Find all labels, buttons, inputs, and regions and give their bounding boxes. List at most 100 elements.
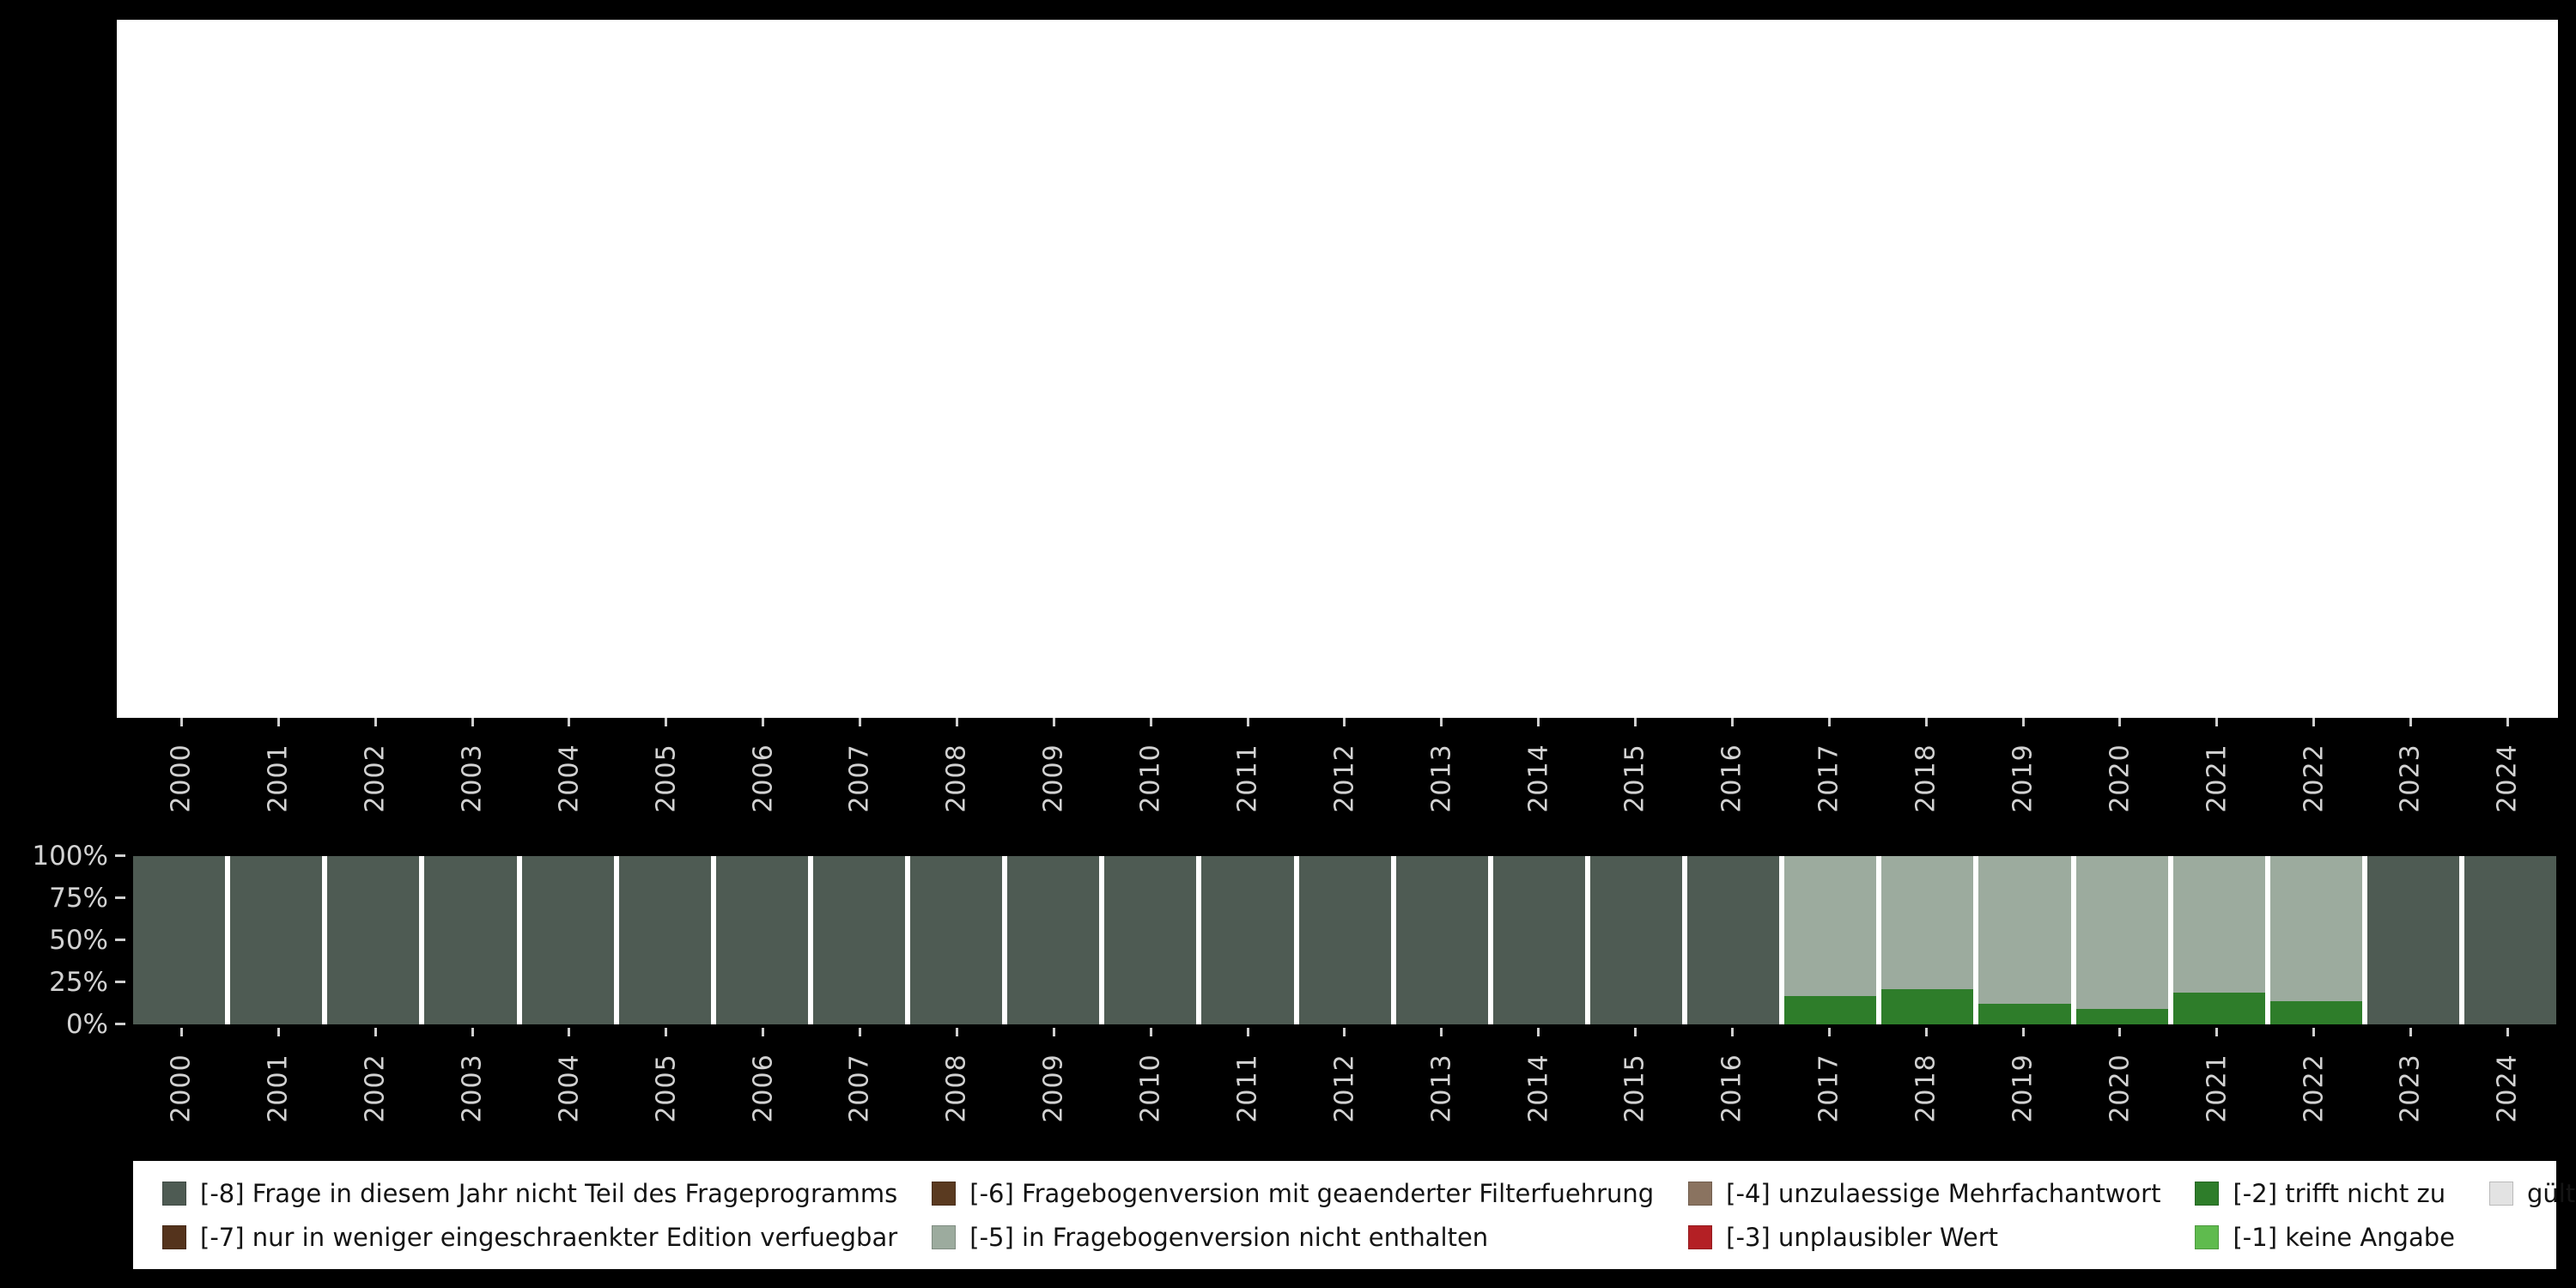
x-axis-cell-2011: 2011 bbox=[1200, 718, 1297, 834]
year-label-text: 2018 bbox=[1911, 1053, 1941, 1123]
x-tick bbox=[1052, 718, 1055, 726]
x-tick bbox=[2312, 718, 2316, 726]
bar-segment--5-2017 bbox=[1784, 856, 1877, 996]
legend-item--4: [-4] unzulaessige Mehrfachantwort bbox=[1688, 1179, 2160, 1208]
x-tick bbox=[568, 1028, 571, 1036]
x-tick bbox=[471, 1028, 474, 1036]
x-axis-cell-2002: 2002 bbox=[327, 1028, 424, 1148]
year-label-text: 2009 bbox=[1038, 1053, 1069, 1123]
x-axis-cell-2018: 2018 bbox=[1878, 1028, 1975, 1148]
year-label: 2009 bbox=[1019, 732, 1088, 824]
year-label-text: 2015 bbox=[1620, 1053, 1651, 1123]
x-axis-cell-2008: 2008 bbox=[908, 1028, 1005, 1148]
x-tick bbox=[276, 718, 280, 726]
legend-swatch--4 bbox=[1688, 1181, 1713, 1206]
year-label: 2010 bbox=[1116, 732, 1185, 824]
year-label-text: 2004 bbox=[554, 1053, 585, 1123]
year-label: 2017 bbox=[1795, 1042, 1863, 1134]
year-label: 2014 bbox=[1504, 1042, 1573, 1134]
year-label-text: 2010 bbox=[1135, 743, 1166, 813]
bar-2011 bbox=[1201, 856, 1294, 1024]
x-tick bbox=[762, 1028, 765, 1036]
x-axis-cell-2001: 2001 bbox=[230, 1028, 327, 1148]
y-tick bbox=[115, 939, 125, 941]
bar-segment--8-2014 bbox=[1492, 856, 1585, 1024]
bar-2004 bbox=[521, 856, 614, 1024]
x-axis-cell-2021: 2021 bbox=[2168, 718, 2265, 834]
y-axis-label: 25% bbox=[49, 967, 108, 998]
legend-swatch--3 bbox=[1688, 1224, 1713, 1249]
year-label-text: 2013 bbox=[1426, 743, 1457, 813]
x-axis-cell-2009: 2009 bbox=[1005, 718, 1103, 834]
legend-swatch--7 bbox=[162, 1224, 186, 1249]
legend-label--1: [-1] keine Angabe bbox=[2233, 1222, 2455, 1252]
year-label: 2021 bbox=[2183, 732, 2251, 824]
year-label: 2008 bbox=[922, 1042, 991, 1134]
year-label-text: 2006 bbox=[748, 743, 779, 813]
year-label-text: 2003 bbox=[457, 1053, 488, 1123]
legend-item--3: [-3] unplausibler Wert bbox=[1688, 1223, 2160, 1252]
year-label: 2007 bbox=[825, 732, 894, 824]
x-axis-cell-2024: 2024 bbox=[2459, 718, 2556, 834]
x-tick bbox=[1827, 718, 1831, 726]
year-label: 2023 bbox=[2376, 1042, 2445, 1134]
bar-2005 bbox=[618, 856, 711, 1024]
bar-segment--8-2003 bbox=[424, 856, 517, 1024]
x-axis-cell-2005: 2005 bbox=[617, 1028, 714, 1148]
year-label: 2015 bbox=[1601, 732, 1669, 824]
year-label: 2018 bbox=[1892, 1042, 1960, 1134]
legend-swatch--2 bbox=[2195, 1181, 2220, 1206]
bar-segment--2-2021 bbox=[2172, 992, 2265, 1024]
year-label-text: 2012 bbox=[1329, 1053, 1360, 1123]
x-tick bbox=[2118, 718, 2122, 726]
year-label-text: 2021 bbox=[2202, 1053, 2233, 1123]
bar-2017 bbox=[1784, 856, 1877, 1024]
bar-segment--8-2015 bbox=[1589, 856, 1682, 1024]
y-tick bbox=[115, 854, 125, 857]
x-axis-cell-2010: 2010 bbox=[1103, 1028, 1200, 1148]
year-label-text: 2016 bbox=[1716, 743, 1747, 813]
x-axis-cell-2024: 2024 bbox=[2459, 1028, 2556, 1148]
x-axis-cell-2017: 2017 bbox=[1781, 718, 1878, 834]
year-label-text: 2000 bbox=[166, 1053, 197, 1123]
year-label-text: 2018 bbox=[1911, 743, 1941, 813]
x-tick bbox=[2409, 1028, 2413, 1036]
x-tick bbox=[1730, 718, 1734, 726]
x-tick bbox=[2021, 718, 2025, 726]
year-label-text: 2022 bbox=[2299, 1053, 2330, 1123]
x-tick bbox=[1440, 1028, 1443, 1036]
year-label-text: 2017 bbox=[1814, 743, 1844, 813]
x-axis-cell-2000: 2000 bbox=[133, 1028, 230, 1148]
x-tick bbox=[179, 1028, 183, 1036]
bar-2020 bbox=[2075, 856, 2168, 1024]
bar-segment--5-2018 bbox=[1881, 856, 1974, 989]
x-axis-cell-2019: 2019 bbox=[1975, 1028, 2072, 1148]
bar-2000 bbox=[133, 856, 226, 1024]
year-label-text: 2006 bbox=[748, 1053, 779, 1123]
x-axis-cell-2001: 2001 bbox=[230, 718, 327, 834]
x-axis-cell-2013: 2013 bbox=[1393, 1028, 1490, 1148]
legend-swatch--1 bbox=[2195, 1224, 2220, 1249]
y-tick bbox=[115, 896, 125, 899]
year-label: 2000 bbox=[147, 1042, 216, 1134]
bar-segment--8-2005 bbox=[618, 856, 711, 1024]
legend-item--7: [-7] nur in weniger eingeschraenkter Edi… bbox=[162, 1223, 897, 1252]
bar-segment--8-2023 bbox=[2366, 856, 2459, 1024]
year-label-text: 2015 bbox=[1620, 743, 1651, 813]
year-label-text: 2010 bbox=[1135, 1053, 1166, 1123]
bar-segment--8-2009 bbox=[1007, 856, 1100, 1024]
legend-grid: [-8] Frage in diesem Jahr nicht Teil des… bbox=[162, 1171, 2576, 1259]
x-tick bbox=[2215, 1028, 2219, 1036]
y-tick bbox=[115, 981, 125, 983]
x-axis-cell-2023: 2023 bbox=[2362, 1028, 2459, 1148]
year-label: 2017 bbox=[1795, 732, 1863, 824]
y-axis-label: 100% bbox=[32, 841, 108, 872]
bar-2019 bbox=[1978, 856, 2071, 1024]
bar-segment--5-2022 bbox=[2269, 856, 2362, 1001]
bar-segment--2-2017 bbox=[1784, 995, 1877, 1024]
x-axis-cell-2007: 2007 bbox=[811, 1028, 908, 1148]
year-label-text: 2014 bbox=[1523, 1053, 1554, 1123]
bar-2006 bbox=[715, 856, 808, 1024]
x-axis-cell-2005: 2005 bbox=[617, 718, 714, 834]
legend-item--5: [-5] in Fragebogenversion nicht enthalte… bbox=[932, 1223, 1654, 1252]
